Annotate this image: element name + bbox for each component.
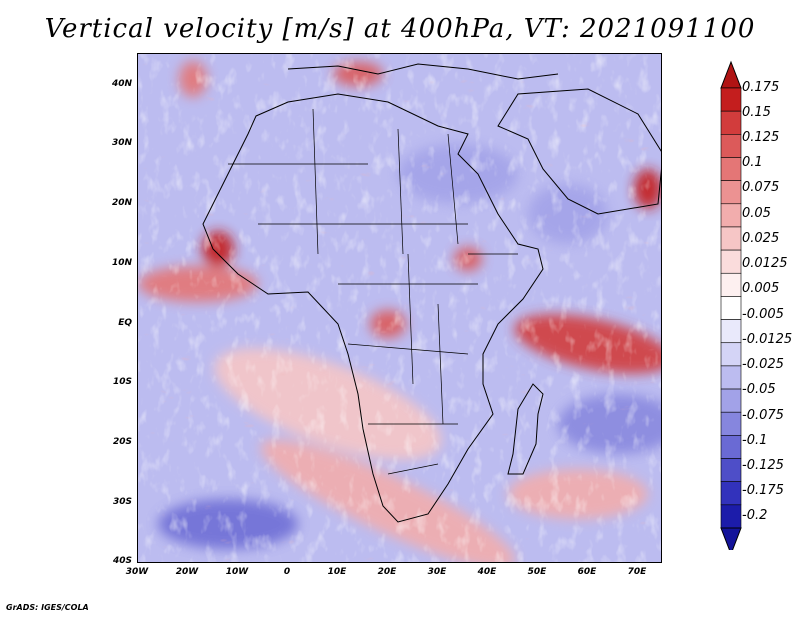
colorbar-swatch — [720, 319, 742, 344]
colorbar-label: 0.05 — [742, 206, 771, 221]
colorbar-swatch — [720, 458, 742, 482]
lon-label-0: 0 — [283, 567, 291, 577]
madagascar-coastline — [507, 383, 544, 475]
africa-coastline — [202, 93, 544, 523]
border-line — [407, 253, 414, 385]
border-line — [397, 128, 404, 255]
lon-label-60e: 60E — [577, 567, 597, 577]
border-line — [347, 343, 469, 355]
colorbar-swatch — [720, 157, 742, 181]
colorbar-label: -0.0125 — [742, 332, 793, 347]
colorbar-label: 0.15 — [742, 105, 771, 120]
colorbar-label: -0.05 — [742, 382, 776, 397]
lat-label-30s: 30S — [112, 497, 132, 507]
field-texture-red — [138, 54, 661, 562]
lon-label-20w: 20W — [175, 567, 199, 577]
colorbar-label: -0.2 — [742, 508, 768, 523]
lon-label-10e: 10E — [327, 567, 347, 577]
colorbar-label: 0.125 — [742, 130, 780, 145]
lon-label-30e: 30E — [427, 567, 447, 577]
colorbar-swatch — [720, 226, 742, 251]
border-line — [437, 303, 444, 425]
colorbar-label: 0.075 — [742, 180, 780, 195]
colorbar-swatch — [720, 203, 742, 228]
border-line — [387, 463, 439, 475]
colorbar-label: 0.005 — [742, 281, 780, 296]
lat-label-10n: 10N — [111, 258, 132, 268]
colorbar-label: 0.1 — [742, 155, 763, 170]
mediterranean-north-coast — [287, 63, 559, 80]
colorbar-label: -0.025 — [742, 357, 784, 372]
colorbar-swatch — [720, 504, 742, 529]
colorbar-swatch — [720, 411, 742, 436]
lon-label-50e: 50E — [527, 567, 547, 577]
colorbar-label: 0.025 — [742, 231, 780, 246]
country-borders — [228, 108, 518, 475]
colorbar-label: -0.075 — [742, 408, 784, 423]
footer-credit: GrADS: IGES/COLA — [6, 603, 89, 612]
border-line — [447, 133, 459, 245]
lon-label-70e: 70E — [627, 567, 647, 577]
map-title: Vertical velocity [m/s] at 400hPa, VT: 2… — [44, 14, 756, 44]
colorbar-label: -0.005 — [742, 307, 784, 322]
lat-label-40n: 40N — [111, 79, 132, 89]
coastlines — [202, 63, 661, 523]
arabia-coastline — [497, 88, 661, 215]
lat-label-10s: 10S — [112, 377, 132, 387]
colorbar — [720, 60, 742, 550]
velocity-field — [138, 54, 661, 562]
lat-label-30n: 30N — [111, 138, 132, 148]
lat-label-20n: 20N — [111, 198, 132, 208]
colorbar-swatch — [720, 249, 742, 274]
colorbar-top-arrow — [720, 60, 742, 89]
colorbar-swatch — [720, 296, 742, 320]
colorbar-swatch — [720, 388, 742, 413]
colorbar-swatch — [720, 180, 742, 205]
lat-label-eq: EQ — [118, 318, 132, 328]
map-panel[interactable] — [137, 53, 662, 563]
lon-label-20e: 20E — [377, 567, 397, 577]
lon-label-30w: 30W — [125, 567, 149, 577]
colorbar-swatch — [720, 87, 742, 112]
lat-label-20s: 20S — [112, 437, 132, 447]
colorbar-swatch — [720, 481, 742, 506]
lon-label-10w: 10W — [225, 567, 249, 577]
colorbar-label: 0.0125 — [742, 256, 788, 271]
lon-label-40e: 40E — [477, 567, 497, 577]
colorbar-swatch — [720, 342, 742, 367]
colorbar-swatch — [720, 365, 742, 390]
colorbar-label: 0.175 — [742, 80, 780, 95]
colorbar-label: -0.125 — [742, 458, 784, 473]
lat-label-40s: 40S — [112, 556, 132, 566]
colorbar-label: -0.1 — [742, 433, 768, 448]
colorbar-bottom-arrow — [720, 527, 742, 550]
border-line — [312, 108, 319, 255]
colorbar-swatch — [720, 272, 742, 297]
colorbar-swatch — [720, 134, 742, 158]
colorbar-label: -0.175 — [742, 483, 784, 498]
colorbar-swatch — [720, 435, 742, 459]
colorbar-swatch — [720, 110, 742, 135]
